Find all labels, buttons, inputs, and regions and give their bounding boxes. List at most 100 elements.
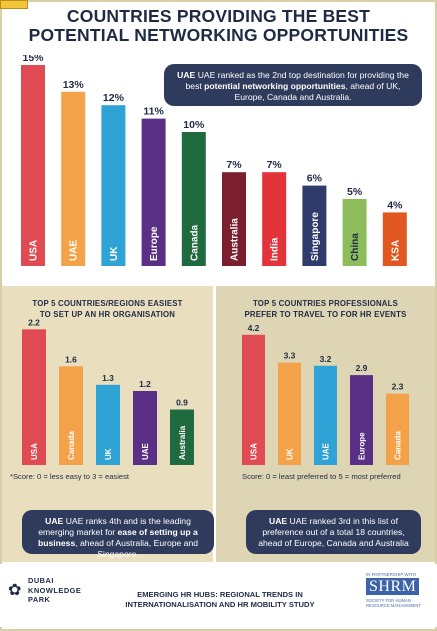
chart-bar — [350, 375, 373, 465]
bar-category-label: Canada — [189, 224, 200, 261]
bar-value-label: 4% — [387, 199, 403, 211]
left-panel-title-line1: TOP 5 COUNTRIES/REGIONS EASIEST — [32, 299, 183, 308]
main-chart: 15% USA 13% UAE 12% UK 11% Europe 10% Canada 7% Aus… — [21, 55, 407, 266]
left-score-note: *Score: 0 = less easy to 3 = easiest — [10, 472, 130, 481]
chart-bar — [386, 393, 409, 465]
bar-category-label: KSA — [390, 240, 401, 261]
dkp-line2: KNOWLEDGE — [28, 585, 82, 595]
bar-category-label: UK — [104, 448, 113, 460]
left-note-post: , ahead of Australia, Europe and Singapo… — [75, 538, 199, 559]
main-chart-note: UAE UAE ranked as the 2nd top destinatio… — [164, 64, 422, 106]
right-panel-title: TOP 5 COUNTRIES PROFESSIONALS PREFER TO … — [216, 298, 435, 320]
bar-value-label: 12% — [103, 92, 125, 104]
bar-value-label: 10% — [183, 119, 205, 131]
right-chart: 4.2 USA 3.3 UK 3.2 UAE 2.9 Europe 2.3 Canada — [242, 323, 409, 465]
chart-bar — [59, 366, 83, 465]
right-panel-note: UAE UAE ranked 3rd in this list of prefe… — [246, 510, 421, 554]
bar-value-label: 2.3 — [392, 382, 404, 392]
bar-category-label: UK — [109, 246, 120, 261]
note-uae-bold: UAE — [177, 70, 196, 80]
footer-title-line1: EMERGING HR HUBS: REGIONAL TRENDS IN — [137, 590, 303, 599]
bar-category-label: Australia — [178, 425, 187, 460]
chart-bar — [101, 105, 126, 266]
note-text-post: , ahead of UK, Europe, Canada and Austra… — [234, 81, 401, 102]
right-note-uae-bold: UAE — [269, 516, 288, 526]
footer-title-line2: INTERNATIONALISATION AND HR MOBILITY STU… — [125, 600, 315, 609]
main-title-line2: POTENTIAL NETWORKING OPPORTUNITIES — [28, 25, 409, 45]
bar-value-label: 5% — [347, 186, 363, 198]
footer: ✿ DUBAI KNOWLEDGE PARK EMERGING HR HUBS:… — [0, 564, 437, 627]
bar-value-label: 1.6 — [65, 354, 77, 364]
left-note-uae-bold: UAE — [45, 516, 64, 526]
shrm-subtitle: SOCIETY FOR HUMAN RESOURCE MANAGEMENT — [366, 598, 421, 608]
bar-category-label: UAE — [141, 442, 150, 460]
left-chart: 2.2 USA 1.6 Canada 1.3 UK 1.2 UAE 0.9 Australia — [22, 317, 194, 465]
bar-category-label: Europe — [149, 226, 160, 261]
bar-category-label: India — [270, 237, 281, 261]
chart-bar — [96, 384, 120, 465]
chart-bar — [181, 132, 206, 266]
bar-value-label: 0.9 — [176, 398, 188, 408]
chart-bar — [278, 362, 301, 465]
bar-category-label: UK — [285, 448, 294, 460]
bar-category-label: USA — [29, 240, 40, 261]
chart-bar — [314, 365, 337, 465]
bar-category-label: UAE — [321, 442, 330, 460]
chart-bar — [61, 91, 86, 266]
bar-value-label: 7% — [226, 159, 242, 171]
chart-bar — [222, 172, 246, 266]
bar-category-label: Singapore — [310, 212, 321, 261]
bar-value-label: 3.2 — [320, 354, 332, 364]
left-panel-note: UAE UAE ranks 4th and is the leading eme… — [22, 510, 214, 559]
footer-study-title: EMERGING HR HUBS: REGIONAL TRENDS IN INT… — [108, 590, 332, 610]
bar-value-label: 1.2 — [139, 379, 151, 389]
bar-value-label: 3.3 — [284, 351, 296, 361]
dkp-logo-icon: ✿ — [8, 582, 22, 599]
left-panel-title-line2: TO SET UP AN HR ORGANISATION — [39, 310, 176, 319]
note-text-pre: UAE ranked as the 2nd top destination fo… — [185, 70, 409, 91]
dkp-line3: PARK — [28, 595, 51, 604]
dkp-line1: DUBAI — [28, 576, 54, 585]
chart-bar — [342, 199, 367, 266]
bar-category-label: UAE — [69, 240, 80, 261]
bar-category-label: USA — [30, 443, 39, 460]
chart-bar — [21, 65, 45, 266]
right-note-pre: UAE ranked 3rd in this list of preferenc… — [258, 516, 409, 548]
left-panel-title: TOP 5 COUNTRIES/REGIONS EASIEST TO SET U… — [2, 298, 213, 320]
chart-bar — [242, 334, 265, 465]
note-text-bold: potential networking opportunities — [204, 81, 346, 91]
bar-value-label: 6% — [307, 173, 323, 185]
bar-category-label: China — [350, 233, 361, 261]
right-panel-title-line2: PREFER TO TRAVEL TO FOR HR EVENTS — [244, 310, 407, 319]
chart-bar — [302, 185, 327, 266]
main-title-line1: COUNTRIES PROVIDING THE BEST — [66, 6, 371, 26]
bar-value-label: 7% — [267, 159, 283, 171]
shrm-partnership-text: IN PARTNERSHIP WITH — [366, 572, 417, 577]
chart-bar — [262, 172, 287, 266]
bar-category-label: Canada — [393, 431, 402, 460]
bar-category-label: Australia — [230, 218, 241, 261]
bar-value-label: 2.2 — [28, 317, 40, 327]
bar-value-label: 13% — [63, 79, 85, 91]
chart-bar — [133, 391, 157, 465]
left-note-bold: ease of setting up a business — [37, 527, 198, 548]
bar-value-label: 15% — [22, 55, 44, 64]
bar-value-label: 11% — [143, 106, 164, 118]
chart-bar — [141, 118, 166, 266]
chart-bar — [382, 212, 407, 266]
shrm-logo: SHRM — [366, 578, 420, 595]
corner-tag — [0, 0, 28, 9]
bar-category-label: Canada — [67, 431, 76, 460]
bar-category-label: Europe — [357, 432, 366, 460]
chart-bar — [170, 409, 194, 465]
right-score-note: Score: 0 = least preferred to 5 = most p… — [242, 472, 401, 481]
left-note-pre: UAE ranks 4th and is the leading emergin… — [38, 516, 191, 537]
dkp-logo-text: DUBAI KNOWLEDGE PARK — [28, 576, 81, 605]
bar-category-label: USA — [249, 443, 258, 460]
right-panel-title-line1: TOP 5 COUNTRIES PROFESSIONALS — [252, 299, 398, 308]
bar-value-label: 4.2 — [248, 323, 260, 333]
bar-value-label: 2.9 — [356, 363, 368, 373]
chart-bar — [22, 329, 46, 465]
bar-value-label: 1.3 — [102, 373, 114, 383]
